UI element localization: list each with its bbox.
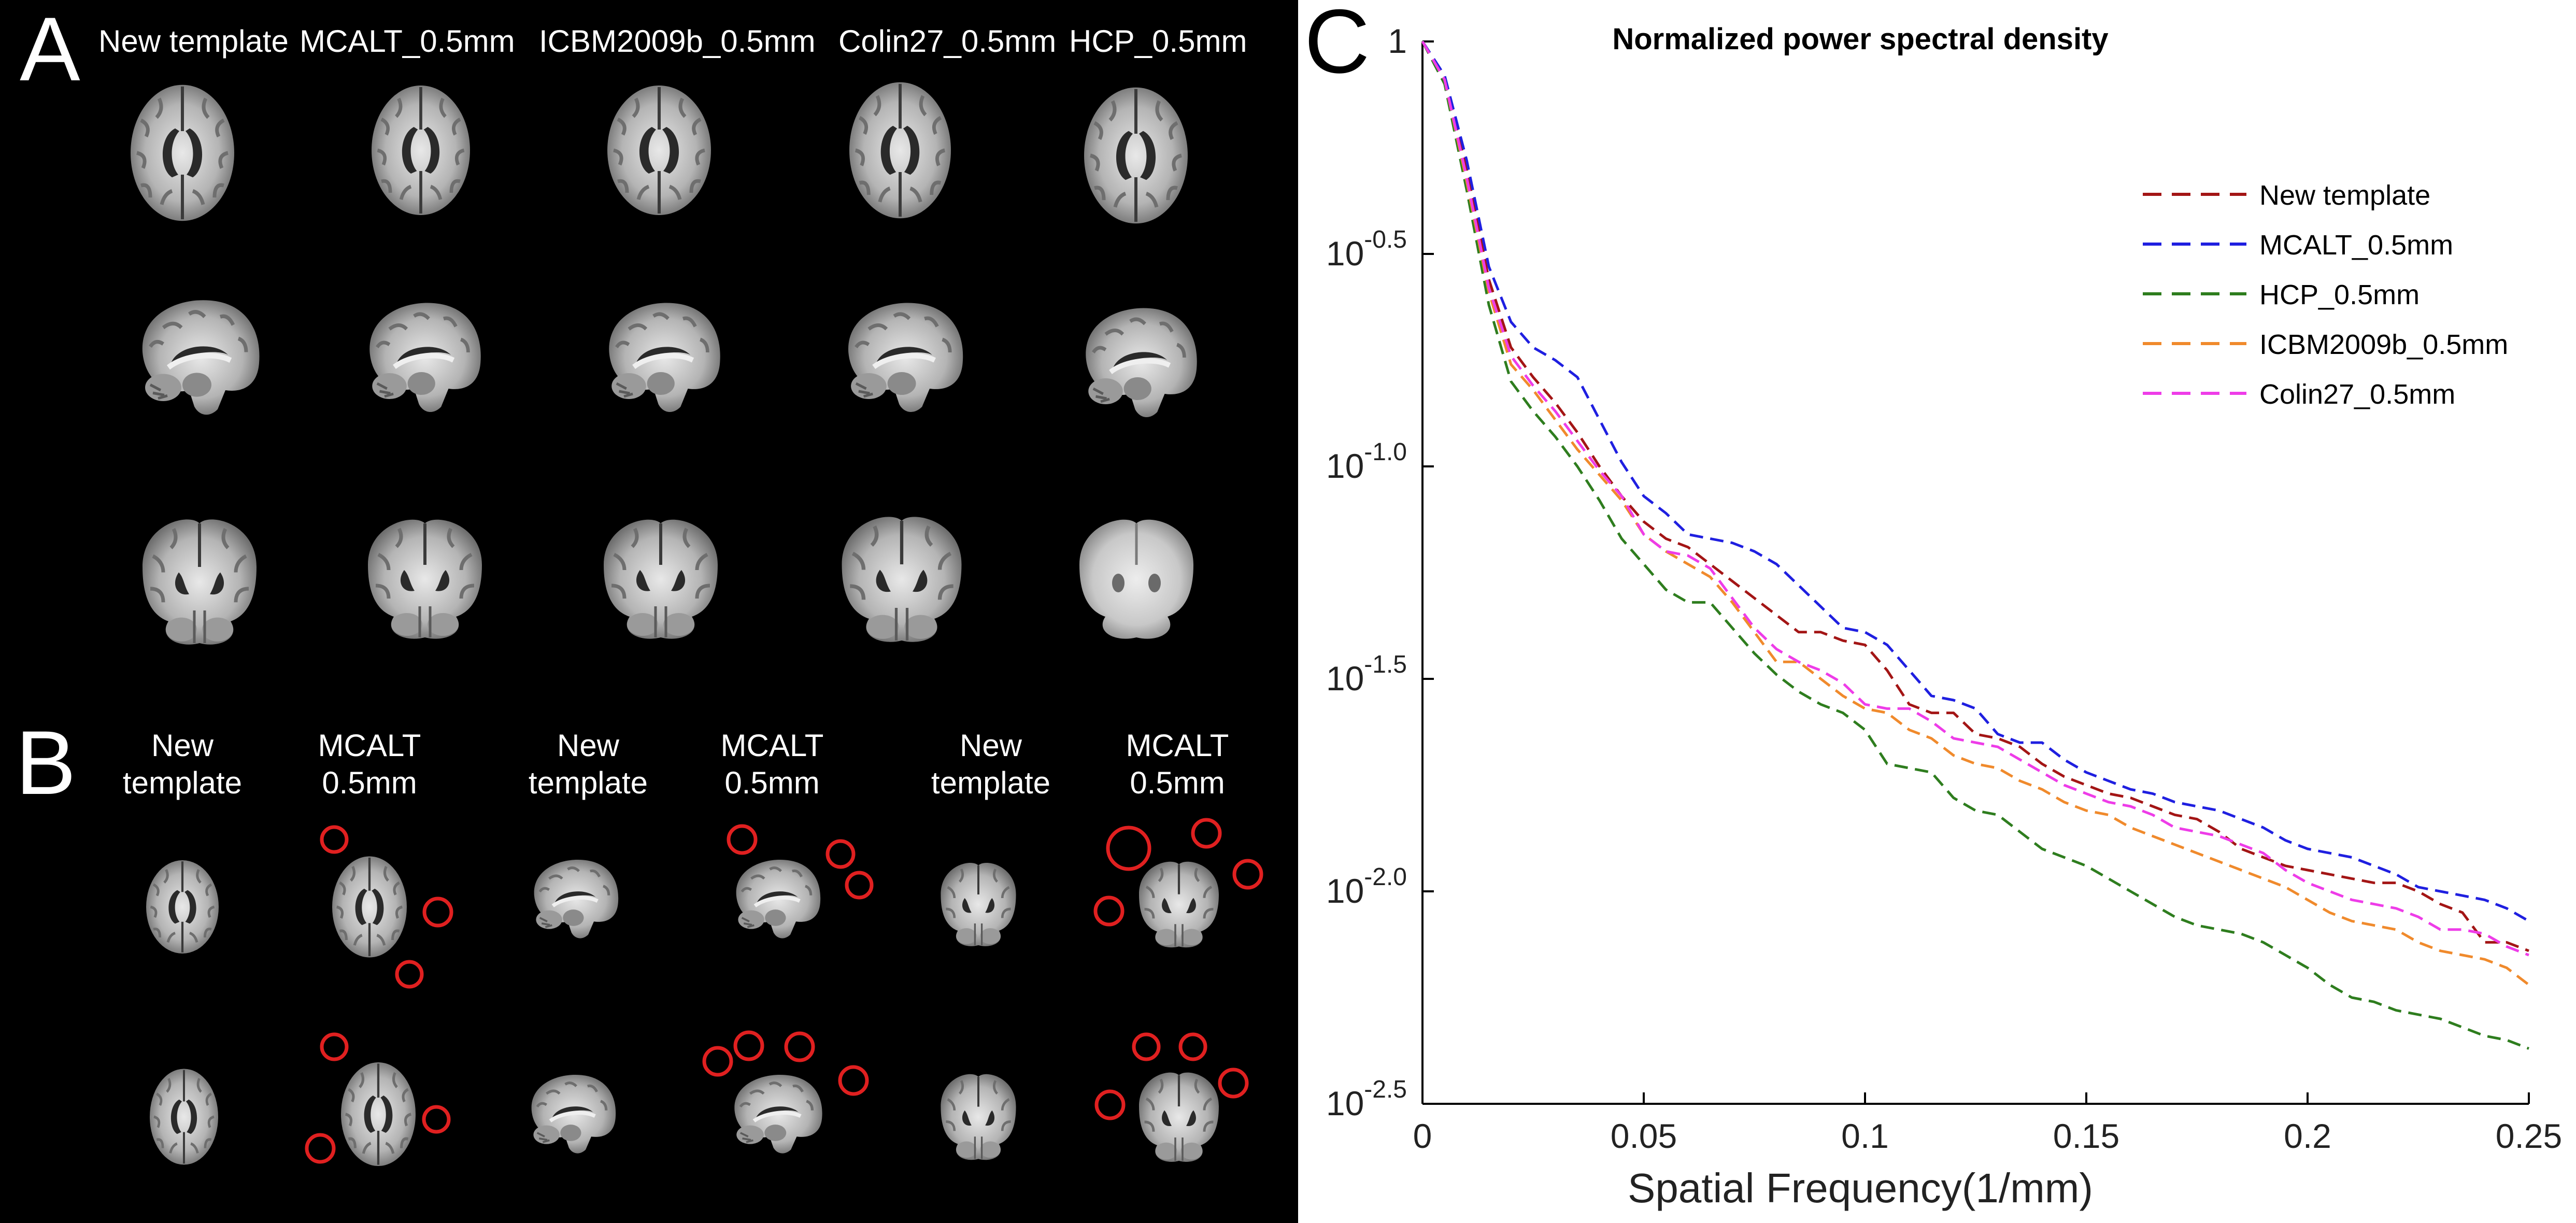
panel-b-label-line2: 0.5mm — [322, 765, 417, 800]
panel-b-label: MCALT 0.5mm — [292, 727, 447, 802]
highlight-circle — [1178, 1032, 1207, 1061]
panel-b-label-line2: 0.5mm — [1130, 765, 1225, 800]
highlight-circle — [305, 1133, 336, 1164]
highlight-circle — [826, 839, 856, 869]
chart-title: Normalized power spectral density — [1612, 22, 2108, 56]
series-line-colin — [1421, 40, 2529, 957]
legend-label: HCP_0.5mm — [2259, 279, 2420, 310]
series-line-new-template — [1421, 40, 2529, 952]
highlight-circle — [395, 960, 424, 989]
highlight-circle — [784, 1031, 815, 1062]
panel-b-label-line1: MCALT — [1126, 728, 1229, 763]
x-tick-label: 0.1 — [1841, 1117, 1889, 1155]
highlight-circle — [422, 1105, 451, 1134]
panel-c-letter: C — [1304, 0, 1370, 92]
highlight-circle — [320, 825, 349, 854]
brain-figure-panel: A New template MCALT_0.5mm ICBM2009b_0.5… — [0, 0, 1298, 1223]
panel-a-column-title: New template — [98, 24, 289, 59]
legend-label: New template — [2259, 180, 2430, 211]
highlight-circle — [1132, 1032, 1161, 1061]
legend-label: MCALT_0.5mm — [2259, 230, 2453, 261]
panel-b-label: New template — [105, 727, 260, 802]
chart-series — [1421, 40, 2530, 1050]
panel-a-column-title: HCP_0.5mm — [1069, 24, 1247, 59]
highlight-circle — [702, 1046, 733, 1077]
psd-chart: C Normalized power spectral density 0 0.0… — [1304, 0, 2562, 1211]
x-tick-label: 0.05 — [1611, 1117, 1677, 1155]
highlight-circle — [733, 1030, 764, 1061]
panel-b-label: New template — [913, 727, 1069, 802]
highlight-circle — [320, 1032, 349, 1061]
highlight-circle — [1093, 895, 1125, 927]
y-tick-label: 10-1.0 — [1326, 438, 1407, 485]
psd-chart-panel: C Normalized power spectral density 0 0.0… — [1298, 0, 2576, 1223]
panel-b-row-2 — [150, 1062, 1219, 1166]
panel-b-label-line2: template — [931, 765, 1051, 800]
chart-legend: New template MCALT_0.5mm HCP_0.5mm ICBM2009… — [2143, 180, 2508, 410]
panel-a-column-title: ICBM2009b_0.5mm — [539, 24, 816, 59]
legend-label: ICBM2009b_0.5mm — [2259, 329, 2508, 360]
highlight-circle — [1106, 826, 1151, 871]
panel-b-label: MCALT 0.5mm — [694, 727, 850, 802]
highlight-circle — [727, 824, 758, 855]
panel-b-label-line2: template — [122, 765, 243, 800]
chart-axes: 0 0.05 0.1 0.15 0.2 0.25 1 10-0.5 10-1.0 10-1.5 10… — [1326, 22, 2562, 1155]
highlight-circle — [845, 871, 874, 900]
highlight-circle — [1191, 818, 1222, 849]
x-tick-label: 0.2 — [2284, 1117, 2331, 1155]
x-tick-label: 0 — [1413, 1117, 1432, 1155]
y-tick-label: 10-1.5 — [1326, 651, 1407, 698]
panel-b-label-line2: template — [528, 765, 648, 800]
y-tick-label: 10-2.5 — [1326, 1076, 1407, 1122]
highlight-circles — [305, 818, 1263, 1164]
panel-b-label-line2: 0.5mm — [724, 765, 820, 800]
panel-a-row-axial — [131, 82, 1188, 224]
highlight-circle — [422, 897, 453, 928]
series-line-icbm — [1421, 40, 2530, 986]
y-tick-label: 10-0.5 — [1326, 226, 1407, 273]
panel-b-letter: B — [16, 713, 76, 814]
legend-label: Colin27_0.5mm — [2259, 379, 2455, 410]
panel-b-label-line1: New — [151, 728, 214, 763]
brain-slices-graphic — [0, 0, 1263, 1223]
panel-a-row-sagittal — [143, 300, 1197, 417]
y-tick-label: 10-2.0 — [1326, 863, 1407, 910]
panel-b-label-line1: New — [959, 728, 1022, 763]
panel-b-label-line1: New — [557, 728, 620, 763]
panel-a-column-title: Colin27_0.5mm — [838, 24, 1057, 59]
x-axis-label: Spatial Frequency(1/mm) — [1628, 1165, 2093, 1211]
highlight-circle — [838, 1065, 869, 1096]
x-tick-label: 0.15 — [2053, 1117, 2119, 1155]
panel-a-letter: A — [20, 0, 80, 100]
highlight-circle — [1218, 1068, 1249, 1099]
series-line-mcalt — [1421, 40, 2530, 922]
panel-b-label: MCALT 0.5mm — [1100, 727, 1255, 802]
x-tick-label: 0.25 — [2496, 1117, 2562, 1155]
panel-b-row-1 — [146, 857, 1219, 958]
highlight-circle — [1094, 1089, 1126, 1120]
panel-b-label-line1: MCALT — [318, 728, 421, 763]
highlight-circle — [1232, 859, 1263, 890]
panel-b-label-line1: MCALT — [720, 728, 824, 763]
y-tick-label: 1 — [1388, 22, 1407, 60]
panel-b-label: New template — [510, 727, 666, 802]
panel-a-column-title: MCALT_0.5mm — [300, 24, 515, 59]
panel-a-row-coronal — [143, 517, 1193, 644]
